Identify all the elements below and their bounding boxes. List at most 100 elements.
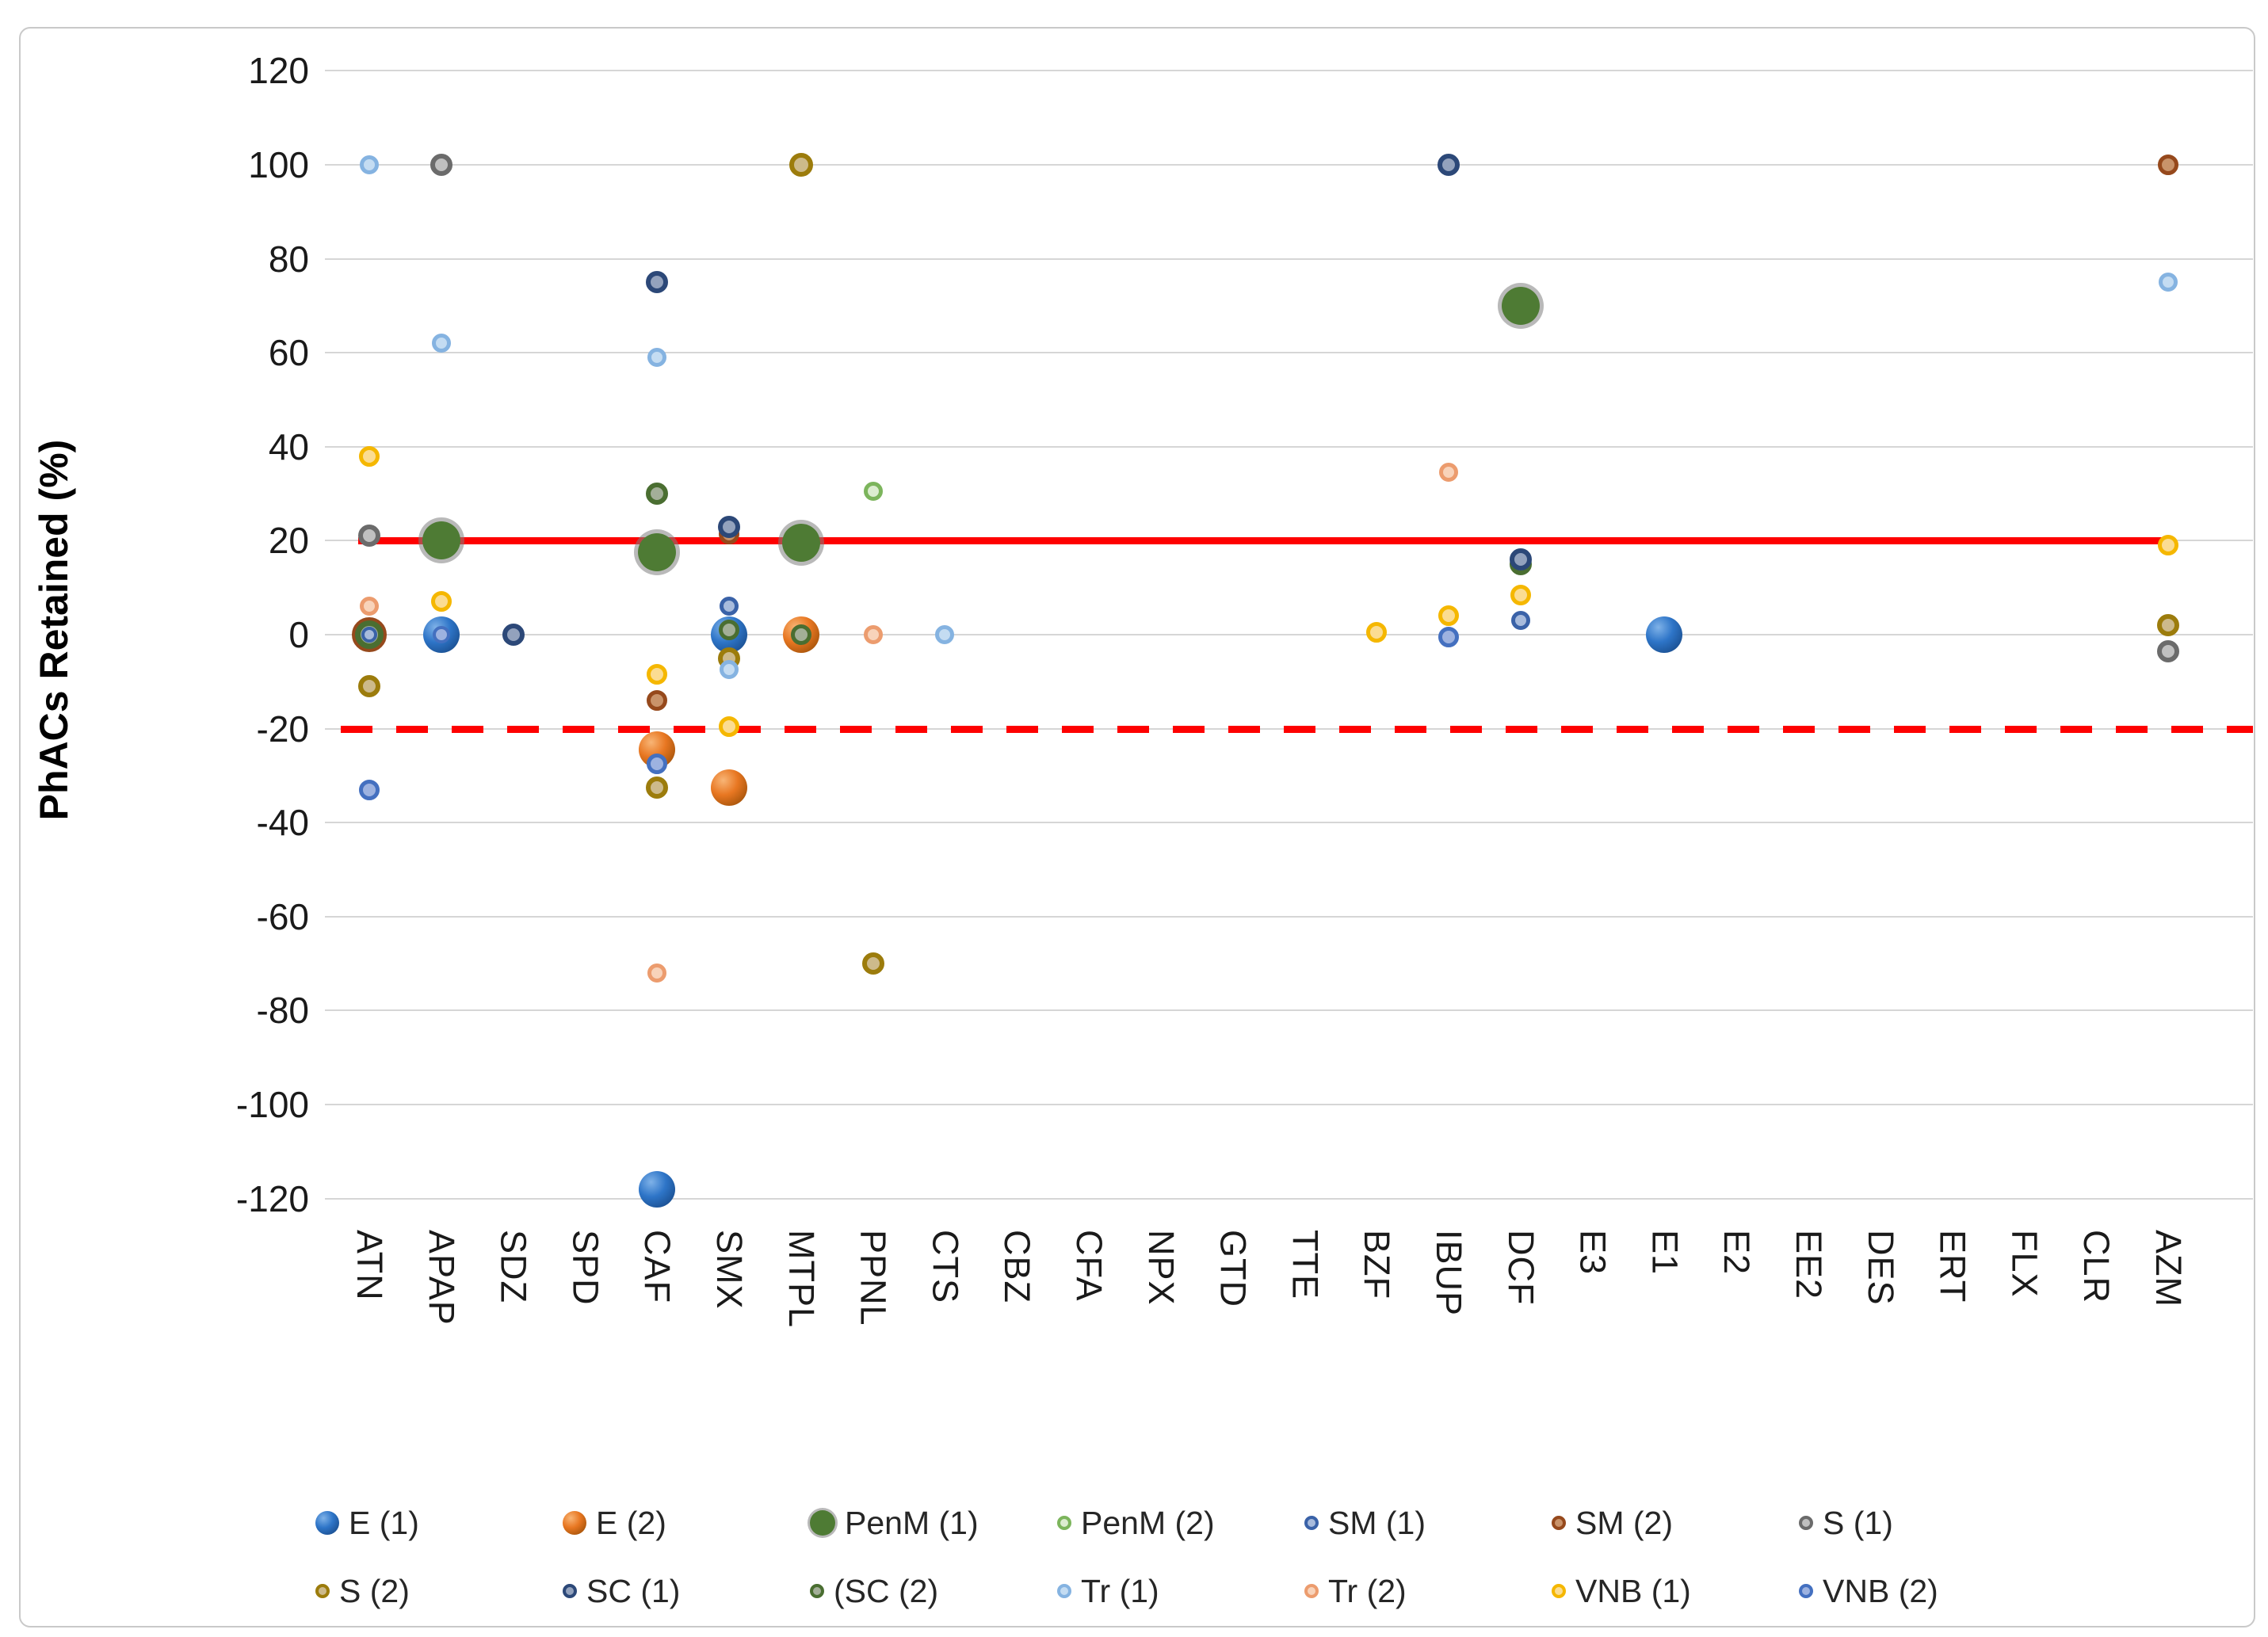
y-tick-label: -80 <box>256 990 309 1032</box>
x-category-label: NPX <box>1140 1230 1182 1306</box>
x-category-label: PPNL <box>853 1230 894 1326</box>
x-category-label: ATN <box>349 1230 390 1301</box>
data-point <box>1366 622 1388 643</box>
data-point <box>430 591 452 612</box>
x-category-label: MTPL <box>781 1230 822 1329</box>
data-point <box>2157 614 2179 637</box>
x-category-label: E2 <box>1716 1230 1758 1276</box>
data-point <box>788 153 813 177</box>
legend-marker <box>315 1584 330 1598</box>
legend-label: Tr (2) <box>1328 1572 1407 1609</box>
legend-item: SC (1) <box>563 1572 680 1610</box>
y-tick-label: 40 <box>268 425 309 467</box>
legend-label: Tr (1) <box>1081 1572 1159 1609</box>
data-point <box>863 625 883 644</box>
gridline <box>325 70 2253 72</box>
figure-border <box>19 27 2255 1627</box>
y-tick-label: -20 <box>256 708 309 750</box>
x-category-label: APAP <box>421 1230 462 1326</box>
legend-item: Tr (2) <box>1304 1572 1407 1610</box>
legend-marker <box>315 1511 339 1535</box>
data-point <box>2158 155 2178 175</box>
x-category-label: BZF <box>1357 1230 1398 1299</box>
legend-item: VNB (1) <box>1552 1572 1691 1610</box>
data-point <box>1510 611 1530 631</box>
legend-item: S (1) <box>1799 1504 1893 1542</box>
data-point <box>430 154 452 176</box>
legend-marker <box>563 1584 577 1598</box>
data-point <box>1438 626 1459 647</box>
y-tick-label: -100 <box>235 1084 309 1125</box>
legend-label: PenM (2) <box>1081 1504 1215 1541</box>
x-category-label: CLR <box>2076 1230 2117 1304</box>
legend-label: SM (1) <box>1328 1504 1426 1541</box>
y-tick-label: 80 <box>268 238 309 280</box>
data-point <box>1439 463 1458 483</box>
data-point <box>360 597 379 616</box>
legend-label: (SC (2) <box>834 1572 939 1609</box>
data-point <box>646 776 669 799</box>
x-category-label: DES <box>1860 1230 1901 1306</box>
data-point <box>647 754 668 775</box>
legend-label: VNB (2) <box>1823 1572 1938 1609</box>
legend-item: (SC (2) <box>810 1572 938 1610</box>
legend-label: S (1) <box>1823 1504 1893 1541</box>
data-point <box>432 626 450 643</box>
legend-item: PenM (2) <box>1057 1504 1215 1542</box>
data-point <box>1501 286 1540 325</box>
x-category-label: TTE <box>1285 1230 1326 1299</box>
y-tick-label: 120 <box>248 50 309 92</box>
x-category-label: SMX <box>709 1230 750 1310</box>
data-point <box>358 675 380 698</box>
legend-item: E (1) <box>315 1504 419 1542</box>
legend-item: SM (1) <box>1304 1504 1426 1542</box>
y-tick-label: -60 <box>256 895 309 937</box>
data-point <box>647 963 667 983</box>
legend-label: E (1) <box>349 1504 419 1541</box>
data-point <box>861 952 884 975</box>
legend-label: PenM (1) <box>845 1504 979 1541</box>
legend-marker <box>810 1510 835 1536</box>
legend-marker <box>563 1511 586 1535</box>
y-tick-label: 100 <box>248 144 309 185</box>
legend-label: SM (2) <box>1575 1504 1673 1541</box>
data-point <box>719 715 739 737</box>
data-point <box>1438 154 1460 176</box>
x-category-label: GTD <box>1212 1230 1254 1307</box>
legend-marker <box>1304 1516 1319 1530</box>
legend-label: S (2) <box>339 1572 410 1609</box>
data-point <box>431 334 451 353</box>
data-point <box>646 483 669 506</box>
legend-marker <box>1057 1584 1071 1598</box>
data-point <box>361 627 377 643</box>
data-point <box>359 779 380 800</box>
legend-item: E (2) <box>563 1504 666 1542</box>
data-point <box>359 445 380 467</box>
data-point <box>719 620 739 641</box>
gridline <box>325 258 2253 260</box>
x-category-label: SDZ <box>493 1230 534 1303</box>
data-point <box>639 1170 676 1208</box>
x-category-label: E3 <box>1572 1230 1613 1276</box>
x-category-label: IBUP <box>1429 1230 1469 1317</box>
data-point <box>647 690 668 712</box>
data-point <box>360 155 379 174</box>
data-point <box>502 624 525 646</box>
legend-marker <box>1799 1516 1813 1530</box>
x-category-label: CBZ <box>997 1230 1038 1303</box>
data-point <box>2157 639 2179 662</box>
data-point <box>638 533 677 572</box>
y-tick-label: 60 <box>268 332 309 374</box>
reference-line-solid <box>358 537 2169 545</box>
gridline <box>325 445 2253 448</box>
gridline <box>325 1104 2253 1105</box>
legend-marker <box>1552 1516 1566 1530</box>
data-point <box>720 660 739 680</box>
x-category-label: FLX <box>2004 1230 2045 1298</box>
legend-item: S (2) <box>315 1572 410 1610</box>
data-point <box>1510 584 1531 605</box>
legend-item: VNB (2) <box>1799 1572 1938 1610</box>
data-point <box>2158 535 2178 556</box>
x-category-label: DCF <box>1500 1230 1541 1306</box>
